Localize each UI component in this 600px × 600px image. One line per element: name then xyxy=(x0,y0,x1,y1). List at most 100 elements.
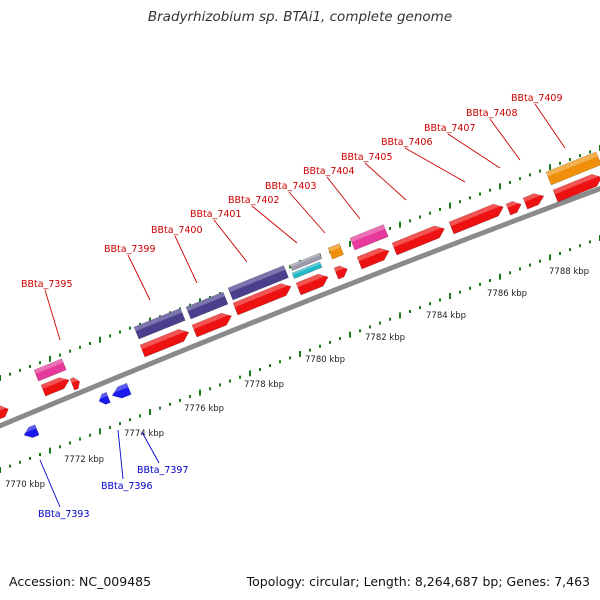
gene-label-top: BBta_7406 xyxy=(381,137,433,148)
gene-red-arrow-shine xyxy=(296,271,328,288)
gene-red-arrow-shine xyxy=(334,263,347,272)
gene-label-top: BBta_7407 xyxy=(424,123,476,134)
gene-silver-box-shine xyxy=(290,253,321,267)
gene-orange-box xyxy=(327,243,345,260)
gene-blue-arrow xyxy=(110,382,132,399)
gene-cyan-box xyxy=(291,261,323,279)
gene-label-leader xyxy=(213,219,248,263)
accession-text: Accession: NC_009485 xyxy=(9,574,152,589)
gene-red-arrow-shine xyxy=(523,190,544,202)
gene-red-arrow xyxy=(552,171,600,203)
gene-orange-box-shape xyxy=(327,243,345,260)
kbp-scale-label: 7778 kbp xyxy=(244,380,284,390)
gene-red-arrow xyxy=(356,245,390,270)
kbp-scale-label: 7788 kbp xyxy=(549,267,589,277)
kbp-scale-label: 7774 kbp xyxy=(124,429,164,439)
kbp-scale-label: 7782 kbp xyxy=(365,333,405,343)
kbp-scale-label: 7786 kbp xyxy=(487,289,527,299)
gene-pink-box xyxy=(33,358,67,382)
gene-red-arrow-shine xyxy=(392,222,444,248)
gene-red-arrow-shape xyxy=(391,225,445,256)
gene-purple-box-shape xyxy=(133,307,186,340)
gene-orange-box-shine xyxy=(328,243,341,252)
gene-label-leader xyxy=(364,162,407,201)
gene-label-bottom: BBta_7396 xyxy=(101,481,153,492)
gene-cyan-box-shape xyxy=(291,261,323,279)
gene-label-top: BBta_7399 xyxy=(104,244,156,255)
gene-red-arrow-shape xyxy=(505,201,522,216)
gene-red-arrow xyxy=(295,271,329,296)
gene-red-arrow-shine xyxy=(449,201,503,227)
kbp-scale-label: 7780 kbp xyxy=(305,355,345,365)
gene-label-top: BBta_7405 xyxy=(341,152,393,163)
gene-red-arrow xyxy=(448,201,504,235)
gene-label-leader xyxy=(326,176,361,220)
gene-blue-arrow xyxy=(97,391,111,405)
gene-blue-arrow-shine xyxy=(97,392,108,400)
gene-orange-box xyxy=(545,151,600,186)
gene-red-arrow xyxy=(232,280,292,316)
gene-red-arrow xyxy=(69,376,80,391)
gene-red-arrow xyxy=(40,374,70,397)
gene-blue-arrow-shine xyxy=(22,424,37,434)
map-title: Bradyrhizobium sp. BTAi1, complete genom… xyxy=(147,9,453,25)
gene-red-arrow xyxy=(522,190,545,210)
gene-purple-box xyxy=(185,291,229,320)
gene-orange-box-shine xyxy=(546,151,598,177)
gene-red-arrow-shape xyxy=(0,405,9,420)
gene-red-arrow xyxy=(505,198,522,216)
gene-pink-box-shape xyxy=(33,358,67,382)
gene-red-arrow-shine xyxy=(506,198,521,208)
gene-red-arrow-shape xyxy=(448,203,504,235)
gene-red-arrow-shine xyxy=(41,374,69,389)
gene-label-top: BBta_7409 xyxy=(511,93,563,104)
gene-label-top: BBta_7404 xyxy=(303,166,355,177)
kbp-scale-label: 7776 kbp xyxy=(184,404,224,414)
gene-red-arrow-shape xyxy=(40,377,70,397)
gene-red-arrow xyxy=(139,326,190,358)
gene-red-arrow xyxy=(333,263,348,280)
gene-label-bottom: BBta_7397 xyxy=(137,465,189,476)
gene-label-top: BBta_7401 xyxy=(190,209,242,220)
kbp-scale-label: 7770 kbp xyxy=(5,480,45,490)
gene-red-arrow-shape xyxy=(232,283,292,316)
gene-red-arrow-shape xyxy=(191,312,232,338)
gene-purple-box-shine xyxy=(228,265,286,293)
gene-red-arrow-shape xyxy=(552,173,600,203)
gene-label-top: BBta_7402 xyxy=(228,195,280,206)
gene-label-leader xyxy=(288,191,326,234)
gene-pink-box-shine xyxy=(350,224,386,243)
gene-purple-box-shine xyxy=(134,308,183,332)
gene-label-leader xyxy=(39,459,61,508)
gene-blue-arrow-shape xyxy=(98,391,111,405)
gene-red-arrow-shape xyxy=(356,247,390,270)
gene-label-top: BBta_7400 xyxy=(151,225,203,236)
gene-purple-box xyxy=(227,265,289,301)
gene-red-arrow-shine xyxy=(192,310,231,330)
gene-pink-box xyxy=(349,224,389,251)
gene-red-arrow-shine xyxy=(553,171,600,195)
gene-label-leader xyxy=(127,254,151,301)
gene-label-leader xyxy=(534,103,566,149)
gene-red-arrow xyxy=(391,222,445,256)
gene-label-leader xyxy=(117,429,124,480)
gene-red-arrow-shape xyxy=(295,273,329,296)
gene-label-leader xyxy=(447,133,501,169)
gene-pink-box-shine xyxy=(34,358,64,374)
gene-red-arrow-shape xyxy=(333,265,348,280)
gene-purple-box-shape xyxy=(227,265,289,301)
gene-pink-box-shape xyxy=(349,224,389,251)
gene-purple-box-shine xyxy=(186,292,225,312)
gene-label-leader xyxy=(44,289,61,341)
gene-red-arrow-shine xyxy=(357,245,389,262)
gene-label-bottom: BBta_7393 xyxy=(38,509,90,520)
kbp-scale-label: 7784 kbp xyxy=(426,311,466,321)
gene-purple-box xyxy=(133,307,186,340)
gene-orange-box-shape xyxy=(545,151,600,186)
gene-label-top: BBta_7403 xyxy=(265,181,317,192)
kbp-scale-label: 7772 kbp xyxy=(64,455,104,465)
gene-red-arrow xyxy=(0,403,9,420)
gene-red-arrow-shine xyxy=(70,376,79,383)
gene-blue-arrow-shine xyxy=(110,383,129,394)
